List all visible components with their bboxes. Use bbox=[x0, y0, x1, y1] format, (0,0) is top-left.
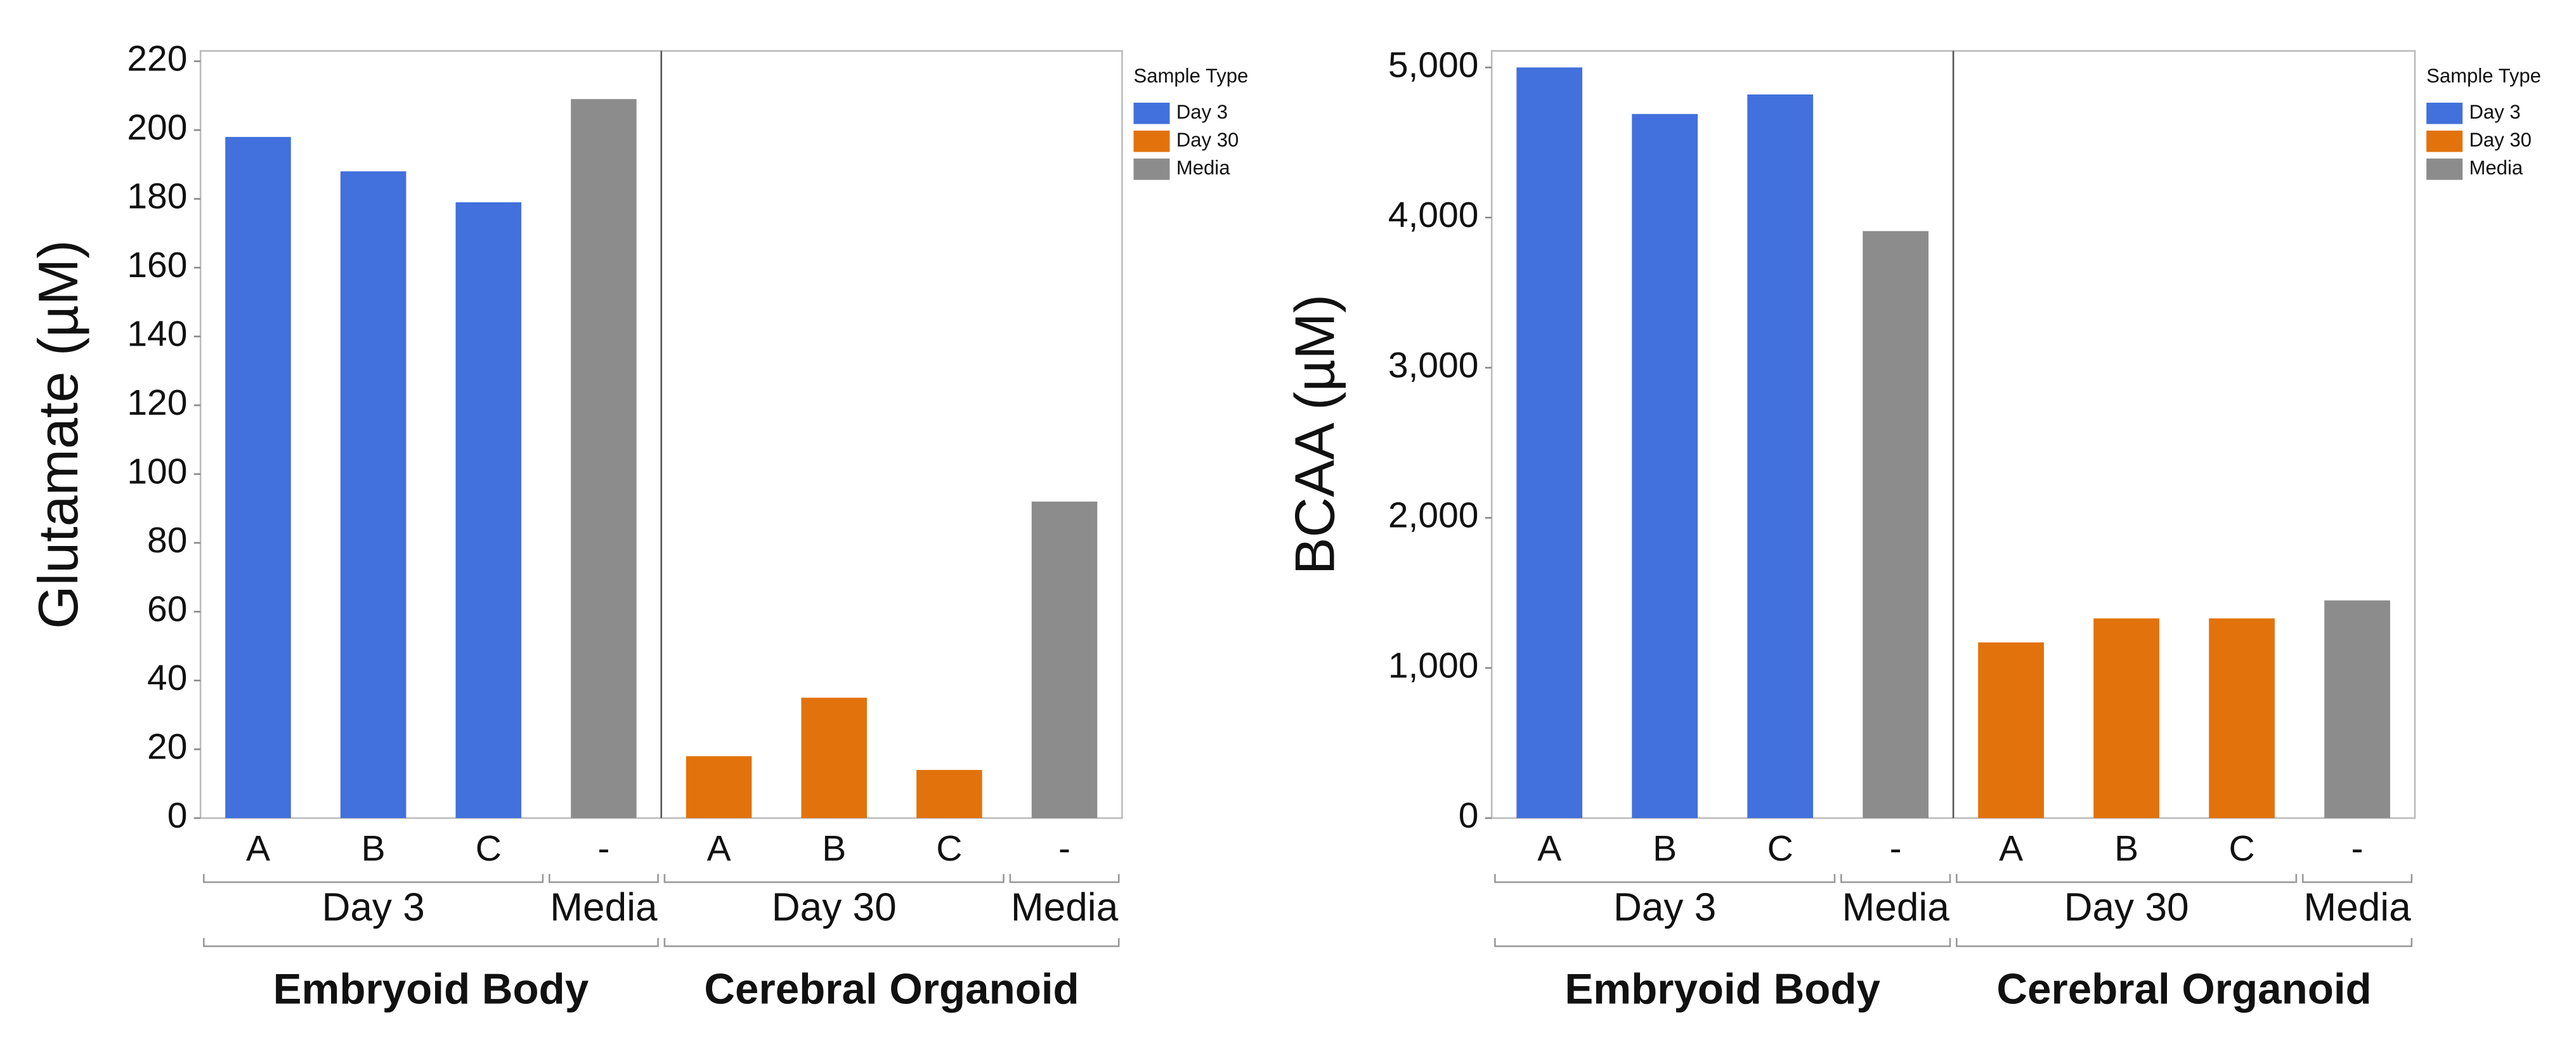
legend-label: Media bbox=[1176, 157, 1230, 179]
x-tick-label: C bbox=[476, 828, 502, 869]
legend-title: Sample Type bbox=[1134, 65, 1249, 87]
y-tick-label: 20 bbox=[147, 727, 187, 767]
subgroup-label: Media bbox=[2303, 886, 2411, 930]
bar bbox=[686, 756, 752, 819]
bar bbox=[1978, 642, 2044, 819]
y-tick-label: 0 bbox=[1459, 795, 1479, 836]
x-tick-label: A bbox=[707, 828, 731, 869]
bar bbox=[1516, 67, 1583, 819]
y-tick-label: 5,000 bbox=[1388, 44, 1479, 85]
legend-title: Sample Type bbox=[2426, 65, 2541, 87]
x-tick-label: A bbox=[1999, 828, 2023, 869]
x-tick-label: B bbox=[2114, 828, 2138, 869]
bar bbox=[1031, 501, 1098, 819]
bar bbox=[225, 136, 291, 819]
group-bracket bbox=[663, 938, 1120, 947]
x-tick-label: C bbox=[936, 828, 962, 869]
legend-swatch bbox=[2426, 130, 2463, 152]
subgroup-label: Media bbox=[550, 886, 658, 930]
y-tick-label: 140 bbox=[127, 314, 187, 355]
bar bbox=[571, 99, 637, 819]
bar bbox=[916, 770, 982, 819]
legend-swatch bbox=[1133, 130, 1170, 152]
group-bracket bbox=[203, 938, 659, 947]
y-tick-label: 4,000 bbox=[1388, 195, 1479, 235]
y-tick-label: 2,000 bbox=[1388, 495, 1479, 536]
bar bbox=[2209, 618, 2275, 819]
subgroup-label: Day 3 bbox=[322, 886, 424, 930]
subgroup-label: Day 30 bbox=[772, 886, 897, 930]
y-tick-label: 180 bbox=[127, 176, 187, 217]
subgroup-bracket bbox=[663, 874, 1005, 883]
x-tick-label: A bbox=[1537, 828, 1561, 869]
y-tick-label: 120 bbox=[127, 382, 187, 423]
legend-label: Media bbox=[2469, 157, 2523, 179]
x-tick-label: A bbox=[246, 828, 270, 869]
group-label: Embryoid Body bbox=[1564, 965, 1880, 1013]
subgroup-bracket bbox=[1955, 874, 2298, 883]
chart: 0 1,000 2,000 3,000 4,000 5,000 BCAA (µM) A B C Da… bbox=[1283, 44, 2540, 1013]
bar bbox=[2093, 618, 2159, 819]
subgroup-bracket bbox=[1494, 874, 1836, 883]
subgroup-label: Day 30 bbox=[2064, 886, 2189, 930]
group-label: Cerebral Organoid bbox=[1996, 965, 2371, 1013]
x-tick-label: - bbox=[1058, 828, 1070, 869]
legend-label: Day 3 bbox=[1176, 101, 1228, 123]
subgroup-label: Media bbox=[1011, 886, 1119, 930]
legend-label: Day 30 bbox=[1176, 129, 1239, 151]
y-tick-label: 40 bbox=[147, 658, 187, 698]
subgroup-bracket bbox=[1840, 874, 1951, 883]
y-tick-label: 0 bbox=[167, 795, 188, 836]
legend-swatch bbox=[1133, 158, 1170, 180]
x-tick-label: C bbox=[1767, 828, 1793, 869]
x-tick-label: C bbox=[2228, 828, 2254, 869]
subgroup-bracket bbox=[1009, 874, 1120, 883]
x-tick-label: - bbox=[2352, 828, 2364, 869]
legend-swatch bbox=[2426, 158, 2463, 180]
subgroup-bracket bbox=[548, 874, 659, 883]
x-tick-label: B bbox=[822, 828, 846, 869]
y-tick-label: 220 bbox=[127, 39, 187, 79]
subgroup-label: Media bbox=[1842, 886, 1949, 930]
group-label: Embryoid Body bbox=[273, 965, 589, 1013]
bar bbox=[1632, 114, 1698, 819]
legend-swatch bbox=[1133, 102, 1170, 124]
x-tick-label: B bbox=[1653, 828, 1677, 869]
bar bbox=[455, 202, 522, 819]
y-tick-label: 3,000 bbox=[1388, 345, 1479, 386]
x-tick-label: - bbox=[1890, 828, 1902, 869]
y-tick-label: 60 bbox=[147, 589, 187, 630]
subgroup-bracket bbox=[203, 874, 544, 883]
bar bbox=[2324, 600, 2390, 819]
y-tick-label: 160 bbox=[127, 245, 187, 285]
y-tick-label: 200 bbox=[127, 107, 187, 148]
subgroup-label: Day 3 bbox=[1613, 886, 1716, 930]
y-tick-label: 1,000 bbox=[1388, 645, 1479, 686]
legend-label: Day 30 bbox=[2469, 129, 2531, 151]
x-tick-label: B bbox=[361, 828, 386, 869]
y-axis-title: BCAA (µM) bbox=[1283, 294, 1346, 575]
legend-label: Day 3 bbox=[2469, 101, 2520, 123]
group-bracket bbox=[1494, 938, 1951, 947]
legend-swatch bbox=[2426, 102, 2463, 124]
bar bbox=[1747, 94, 1814, 819]
chart: 0 20 40 60 80 100 120 140 160 180 200 220 Glutamate … bbox=[27, 39, 1249, 1013]
y-axis-title: Glutamate (µM) bbox=[27, 240, 89, 628]
bar bbox=[1863, 231, 1929, 819]
y-tick-label: 80 bbox=[147, 520, 187, 561]
group-label: Cerebral Organoid bbox=[704, 965, 1079, 1013]
x-tick-label: - bbox=[597, 828, 609, 869]
subgroup-bracket bbox=[2301, 874, 2413, 883]
y-tick-label: 100 bbox=[127, 452, 187, 492]
bar bbox=[801, 698, 868, 819]
bar bbox=[340, 171, 407, 819]
group-bracket bbox=[1955, 938, 2413, 947]
